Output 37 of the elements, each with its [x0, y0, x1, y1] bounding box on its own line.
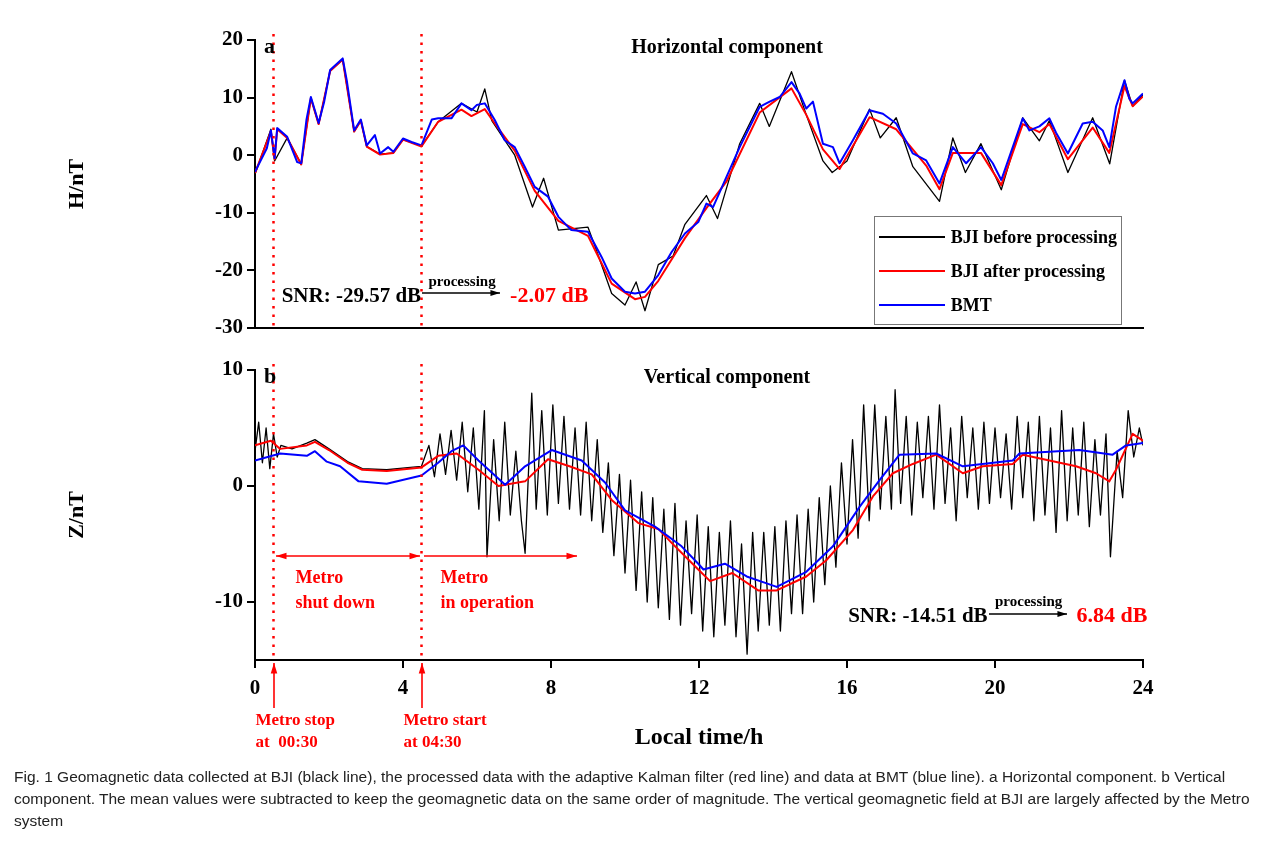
legend-label: BMT [950, 294, 992, 316]
annotation: 6.84 dB [1076, 602, 1148, 628]
ref-line-label: Metro stop at 00:30 [255, 709, 335, 751]
y-axis-title: H/nT [62, 158, 88, 210]
annotation: SNR: -29.57 dB [281, 282, 422, 307]
caption: Fig. 1 Geomagnetic data collected at BJI (black line), the processed data with the adaptive Kalman filter (red line) and data at BMT (blue line). a Horizontal component. b Vertical component. The mean values were subtracted to keep the geomagnetic data on the same order of magnitude. The vertical geomagnetic field at BJI are largely affected by the Metro system [14, 767, 1251, 831]
annotation: a [264, 32, 275, 58]
x-axis-title: Local time/h [634, 722, 764, 749]
legend-label: BJI after processing [950, 260, 1105, 282]
y-tick-label: 10 [222, 84, 243, 109]
x-tick-label: 24 [1132, 675, 1154, 700]
annotation: SNR: -14.51 dB [848, 602, 988, 627]
y-tick-label: 10 [222, 356, 243, 381]
x-tick-label: 4 [397, 675, 409, 700]
annotation: processing [995, 592, 1063, 609]
chart-title: Vertical component [643, 365, 811, 389]
y-tick-label: -10 [215, 588, 243, 613]
x-tick-label: 0 [249, 675, 261, 700]
annotation: -2.07 dB [510, 282, 589, 308]
legend-label: BJI before processing [950, 226, 1117, 248]
ref-line-label: Metro start at 04:30 [403, 709, 488, 751]
x-tick-label: 8 [545, 675, 557, 700]
annotation: processing [428, 272, 497, 289]
y-tick-label: 0 [232, 472, 243, 497]
y-tick-label: 20 [222, 26, 243, 51]
x-tick-label: 12 [688, 675, 710, 700]
annotation: Metro in operation [440, 567, 535, 613]
x-tick-label: 16 [836, 675, 858, 700]
x-tick-label: 20 [984, 675, 1006, 700]
chart-title: Horizontal component [631, 35, 824, 59]
y-tick-label: 0 [232, 141, 243, 166]
y-tick-label: -30 [215, 314, 243, 339]
y-tick-label: -20 [215, 256, 243, 281]
y-tick-label: -10 [215, 199, 243, 224]
annotation: b [264, 362, 277, 388]
annotation: Metro shut down [295, 567, 376, 613]
y-axis-title: Z/nT [62, 490, 88, 539]
